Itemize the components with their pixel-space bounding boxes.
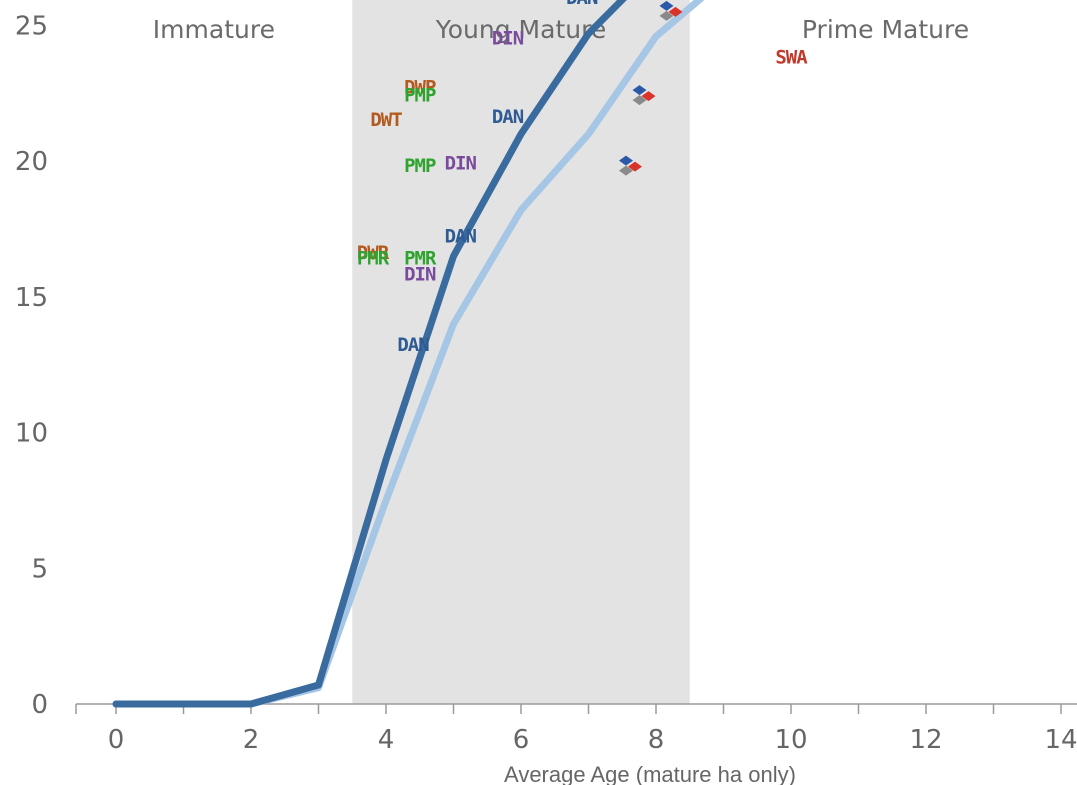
point-label-pmp: PMP — [404, 155, 436, 177]
zones-layer: Immature Young Mature Prime Mature — [153, 0, 969, 704]
point-label-pmp: PMP — [404, 84, 436, 106]
x-tick-label: 0 — [108, 725, 125, 755]
lines-layer — [112, 0, 705, 708]
zone-band-1 — [352, 0, 690, 704]
x-axis-label: Average Age (mature ha only) — [504, 762, 796, 785]
y-tick-label: 5 — [31, 554, 48, 584]
x-tick-label: 10 — [774, 725, 807, 755]
point-label-dan: DAN — [566, 0, 598, 9]
point-label-din: DIN — [492, 27, 524, 49]
y-tick-label: 25 — [15, 12, 48, 42]
x-tick-label: 12 — [909, 725, 942, 755]
zone-label-0: Immature — [153, 15, 275, 44]
point-label-dan: DAN — [397, 334, 429, 356]
cube-marker-right — [641, 91, 656, 102]
point-label-dwr: DWR — [357, 242, 390, 264]
x-tick-label: 4 — [378, 725, 395, 755]
point-label-din: DIN — [404, 264, 436, 286]
point-label-pmr: PMR — [357, 247, 390, 269]
cube-marker — [619, 155, 642, 176]
zone-label-1: Young Mature — [435, 15, 606, 44]
point-label-swa: SWA — [775, 46, 808, 68]
point-label-dwp: DWP — [404, 76, 436, 98]
x-tick-label: 8 — [648, 725, 665, 755]
cube-marker — [659, 0, 683, 21]
point-label-dan: DAN — [445, 226, 477, 248]
series-line-0 — [112, 0, 627, 708]
x-tick-label: 2 — [243, 725, 260, 755]
cube-marker-bottom — [659, 10, 674, 21]
x-tick-label: 14 — [1044, 725, 1077, 755]
cube-marker — [632, 85, 656, 106]
y-tick-label: 0 — [31, 690, 48, 720]
marks-layer: DINDANDINDANDINDANDANDWTDWPPMPPMPPMRDIND… — [357, 0, 809, 356]
point-label-din: DIN — [445, 152, 477, 174]
point-label-dwt: DWT — [370, 109, 402, 131]
cube-marker-bottom — [632, 95, 647, 106]
point-label-dan: DAN — [492, 106, 524, 128]
cube-marker-top — [659, 0, 674, 11]
cube-marker-top — [632, 85, 647, 96]
point-label-pmr: PMR — [404, 247, 437, 269]
cube-marker-right — [628, 161, 642, 172]
zone-label-2: Prime Mature — [802, 15, 969, 44]
y-tick-label: 10 — [15, 419, 48, 449]
cube-marker-right — [668, 6, 683, 17]
cube-marker-top — [619, 155, 633, 166]
y-tick-label: 15 — [15, 283, 48, 313]
y-tick-label: 20 — [15, 147, 48, 177]
axis-layer: 0246810121405101520253035Average Age (ma… — [15, 12, 1077, 785]
x-tick-label: 6 — [513, 725, 530, 755]
cube-marker-bottom — [619, 165, 633, 176]
